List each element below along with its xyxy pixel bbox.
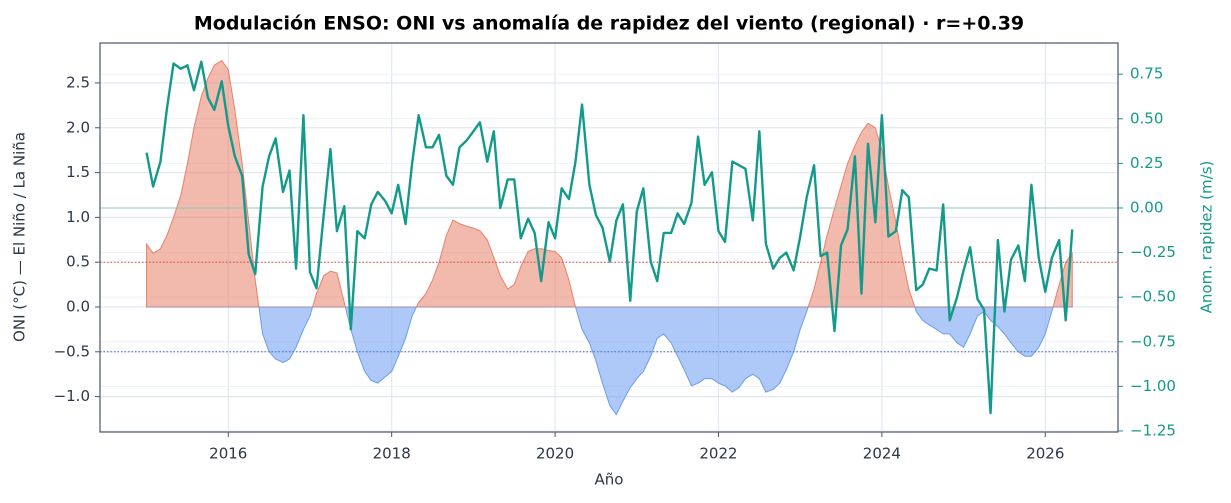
- y2-tick-label: −0.25: [1130, 243, 1176, 261]
- x-tick-label: 2024: [863, 445, 901, 463]
- y2-tick-label: −1.00: [1130, 377, 1176, 395]
- y2-tick-label: 0.25: [1130, 154, 1163, 172]
- chart-title: Modulación ENSO: ONI vs anomalía de rapi…: [194, 13, 1024, 35]
- grid: [100, 43, 1118, 432]
- wind-line: [145, 60, 1074, 415]
- y2-tick-label: −1.25: [1130, 421, 1176, 439]
- y-tick-label: 1.0: [66, 208, 90, 226]
- x-tick-label: 2016: [209, 445, 247, 463]
- x-tick-label: 2022: [699, 445, 737, 463]
- plot: [100, 59, 1118, 416]
- plot-frame: [99, 42, 1119, 433]
- oni-area-negative: [146, 306, 1073, 416]
- x-tick-label: 2018: [373, 445, 411, 463]
- x-tick-label: 2026: [1026, 445, 1064, 463]
- y-tick-label: 1.5: [66, 163, 90, 181]
- y-tick-label: −0.5: [54, 342, 90, 360]
- y2-tick-label: 0.50: [1130, 109, 1163, 127]
- y-tick-label: 2.0: [66, 118, 90, 136]
- y-tick-label: 2.5: [66, 73, 90, 91]
- y2-tick-label: 0.00: [1130, 198, 1163, 216]
- y2-tick-label: −0.50: [1130, 288, 1176, 306]
- y2-tick-label: −0.75: [1130, 332, 1176, 350]
- y-tick-label: 0.5: [66, 253, 90, 271]
- y2-axis-label: Anom. rapidez (m/s): [1198, 161, 1216, 314]
- x-axis-label: Año: [595, 471, 624, 489]
- y-tick-label: 0.0: [66, 297, 90, 315]
- x-tick-label: 2020: [536, 445, 574, 463]
- y2-tick-label: 0.75: [1130, 65, 1163, 83]
- y-tick-label: −1.0: [54, 387, 90, 405]
- y-axis-label: ONI (°C) — El Niño / La Niña: [11, 132, 29, 342]
